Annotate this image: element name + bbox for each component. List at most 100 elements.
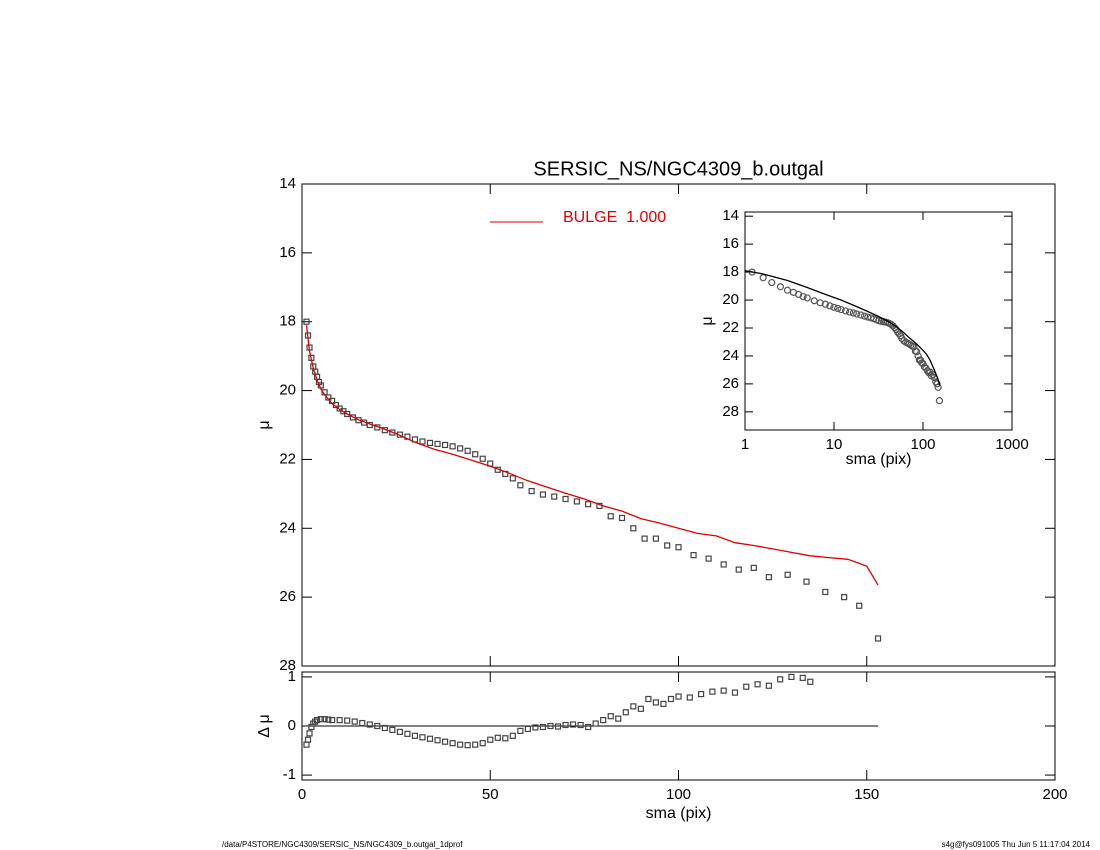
data-point (374, 722, 381, 730)
y-tick-label: 24 (279, 519, 296, 536)
data-point (344, 717, 351, 724)
data-point (934, 383, 942, 391)
model-line (744, 270, 941, 386)
data-point (743, 683, 750, 690)
data-point (449, 443, 456, 450)
data-point (539, 723, 547, 731)
data-point (472, 451, 479, 458)
x-axis-label: sma (pix) (846, 451, 912, 468)
data-point (528, 488, 535, 495)
data-point (853, 310, 861, 318)
data-point (366, 721, 373, 728)
x-tick-label: 100 (910, 436, 935, 453)
x-tick-label: 0 (298, 786, 306, 803)
data-point (784, 571, 791, 578)
data-point (759, 274, 767, 282)
data-point (807, 678, 814, 685)
y-tick-label: 20 (722, 291, 739, 308)
data-point (803, 294, 811, 302)
data-point (321, 716, 328, 723)
data-point (615, 715, 622, 722)
data-point (645, 695, 652, 703)
y-axis-label: μ (256, 420, 273, 429)
y-tick-label: 1 (288, 668, 296, 685)
data-point (834, 304, 842, 313)
y-tick-label: -1 (283, 766, 296, 783)
data-point (487, 736, 494, 743)
data-point (426, 439, 434, 447)
data-point (803, 578, 810, 585)
y-tick-label: 24 (722, 347, 739, 364)
data-point (441, 738, 449, 745)
data-point (585, 501, 592, 508)
data-point (705, 555, 712, 562)
data-point (664, 542, 671, 549)
y-axis-label: Δ μ (256, 714, 273, 737)
legend-label: BULGE 1.000 (563, 209, 666, 226)
data-point (660, 700, 667, 708)
data-point (349, 414, 356, 421)
data-point (765, 682, 772, 689)
data-point (799, 674, 806, 681)
data-point (788, 673, 795, 681)
data-point (841, 307, 850, 315)
data-point (449, 740, 456, 747)
model-line (305, 325, 879, 586)
data-point (303, 741, 310, 748)
y-tick-label: 22 (722, 319, 739, 336)
chart-title: SERSIC_NS/NGC4309_b.outgal (533, 158, 823, 180)
y-tick-label: 14 (279, 175, 296, 192)
data-point (502, 735, 509, 742)
x-tick-label: 200 (1042, 786, 1067, 803)
data-point (344, 410, 351, 418)
y-tick-label: 26 (279, 588, 296, 605)
y-tick-label: 0 (288, 717, 296, 734)
data-point (434, 737, 441, 744)
data-point (457, 445, 464, 452)
data-point (630, 703, 637, 710)
data-point (306, 730, 313, 737)
data-point (569, 721, 577, 728)
data-point (776, 283, 785, 291)
data-point (697, 690, 705, 698)
data-point (381, 724, 388, 732)
data-point (731, 689, 739, 696)
data-point (754, 681, 761, 688)
data-point (524, 725, 532, 733)
x-tick-label: 50 (482, 786, 499, 803)
data-point (768, 278, 776, 287)
data-point (826, 302, 834, 310)
data-point (709, 688, 716, 695)
data-point (720, 561, 727, 568)
data-point (856, 602, 863, 609)
y-tick-label: 16 (722, 235, 739, 252)
data-point (607, 713, 614, 720)
data-point (849, 309, 857, 317)
data-point (846, 308, 854, 316)
data-point (457, 741, 464, 748)
data-point (396, 728, 403, 735)
data-point (777, 676, 784, 683)
data-point (509, 475, 516, 482)
data-point (622, 709, 629, 716)
data-point (419, 734, 426, 741)
data-point (667, 695, 675, 703)
data-point (573, 498, 580, 505)
data-point (479, 740, 486, 747)
x-tick-label: 100 (666, 786, 691, 803)
data-point (935, 397, 944, 405)
x-axis-label: sma (pix) (646, 805, 712, 822)
data-point (329, 717, 336, 724)
y-tick-label: 26 (722, 375, 739, 392)
data-point (822, 588, 829, 596)
data-point (562, 721, 569, 729)
data-point (312, 718, 319, 725)
data-point (517, 727, 524, 735)
data-point (607, 513, 614, 520)
footer-stamp: s4g@fys091005 Thu Jun 5 11:17:04 2014 (942, 840, 1091, 849)
data-point (735, 566, 742, 573)
data-point (857, 311, 865, 319)
data-point (860, 312, 869, 320)
data-point (554, 723, 562, 730)
data-point (630, 525, 637, 532)
